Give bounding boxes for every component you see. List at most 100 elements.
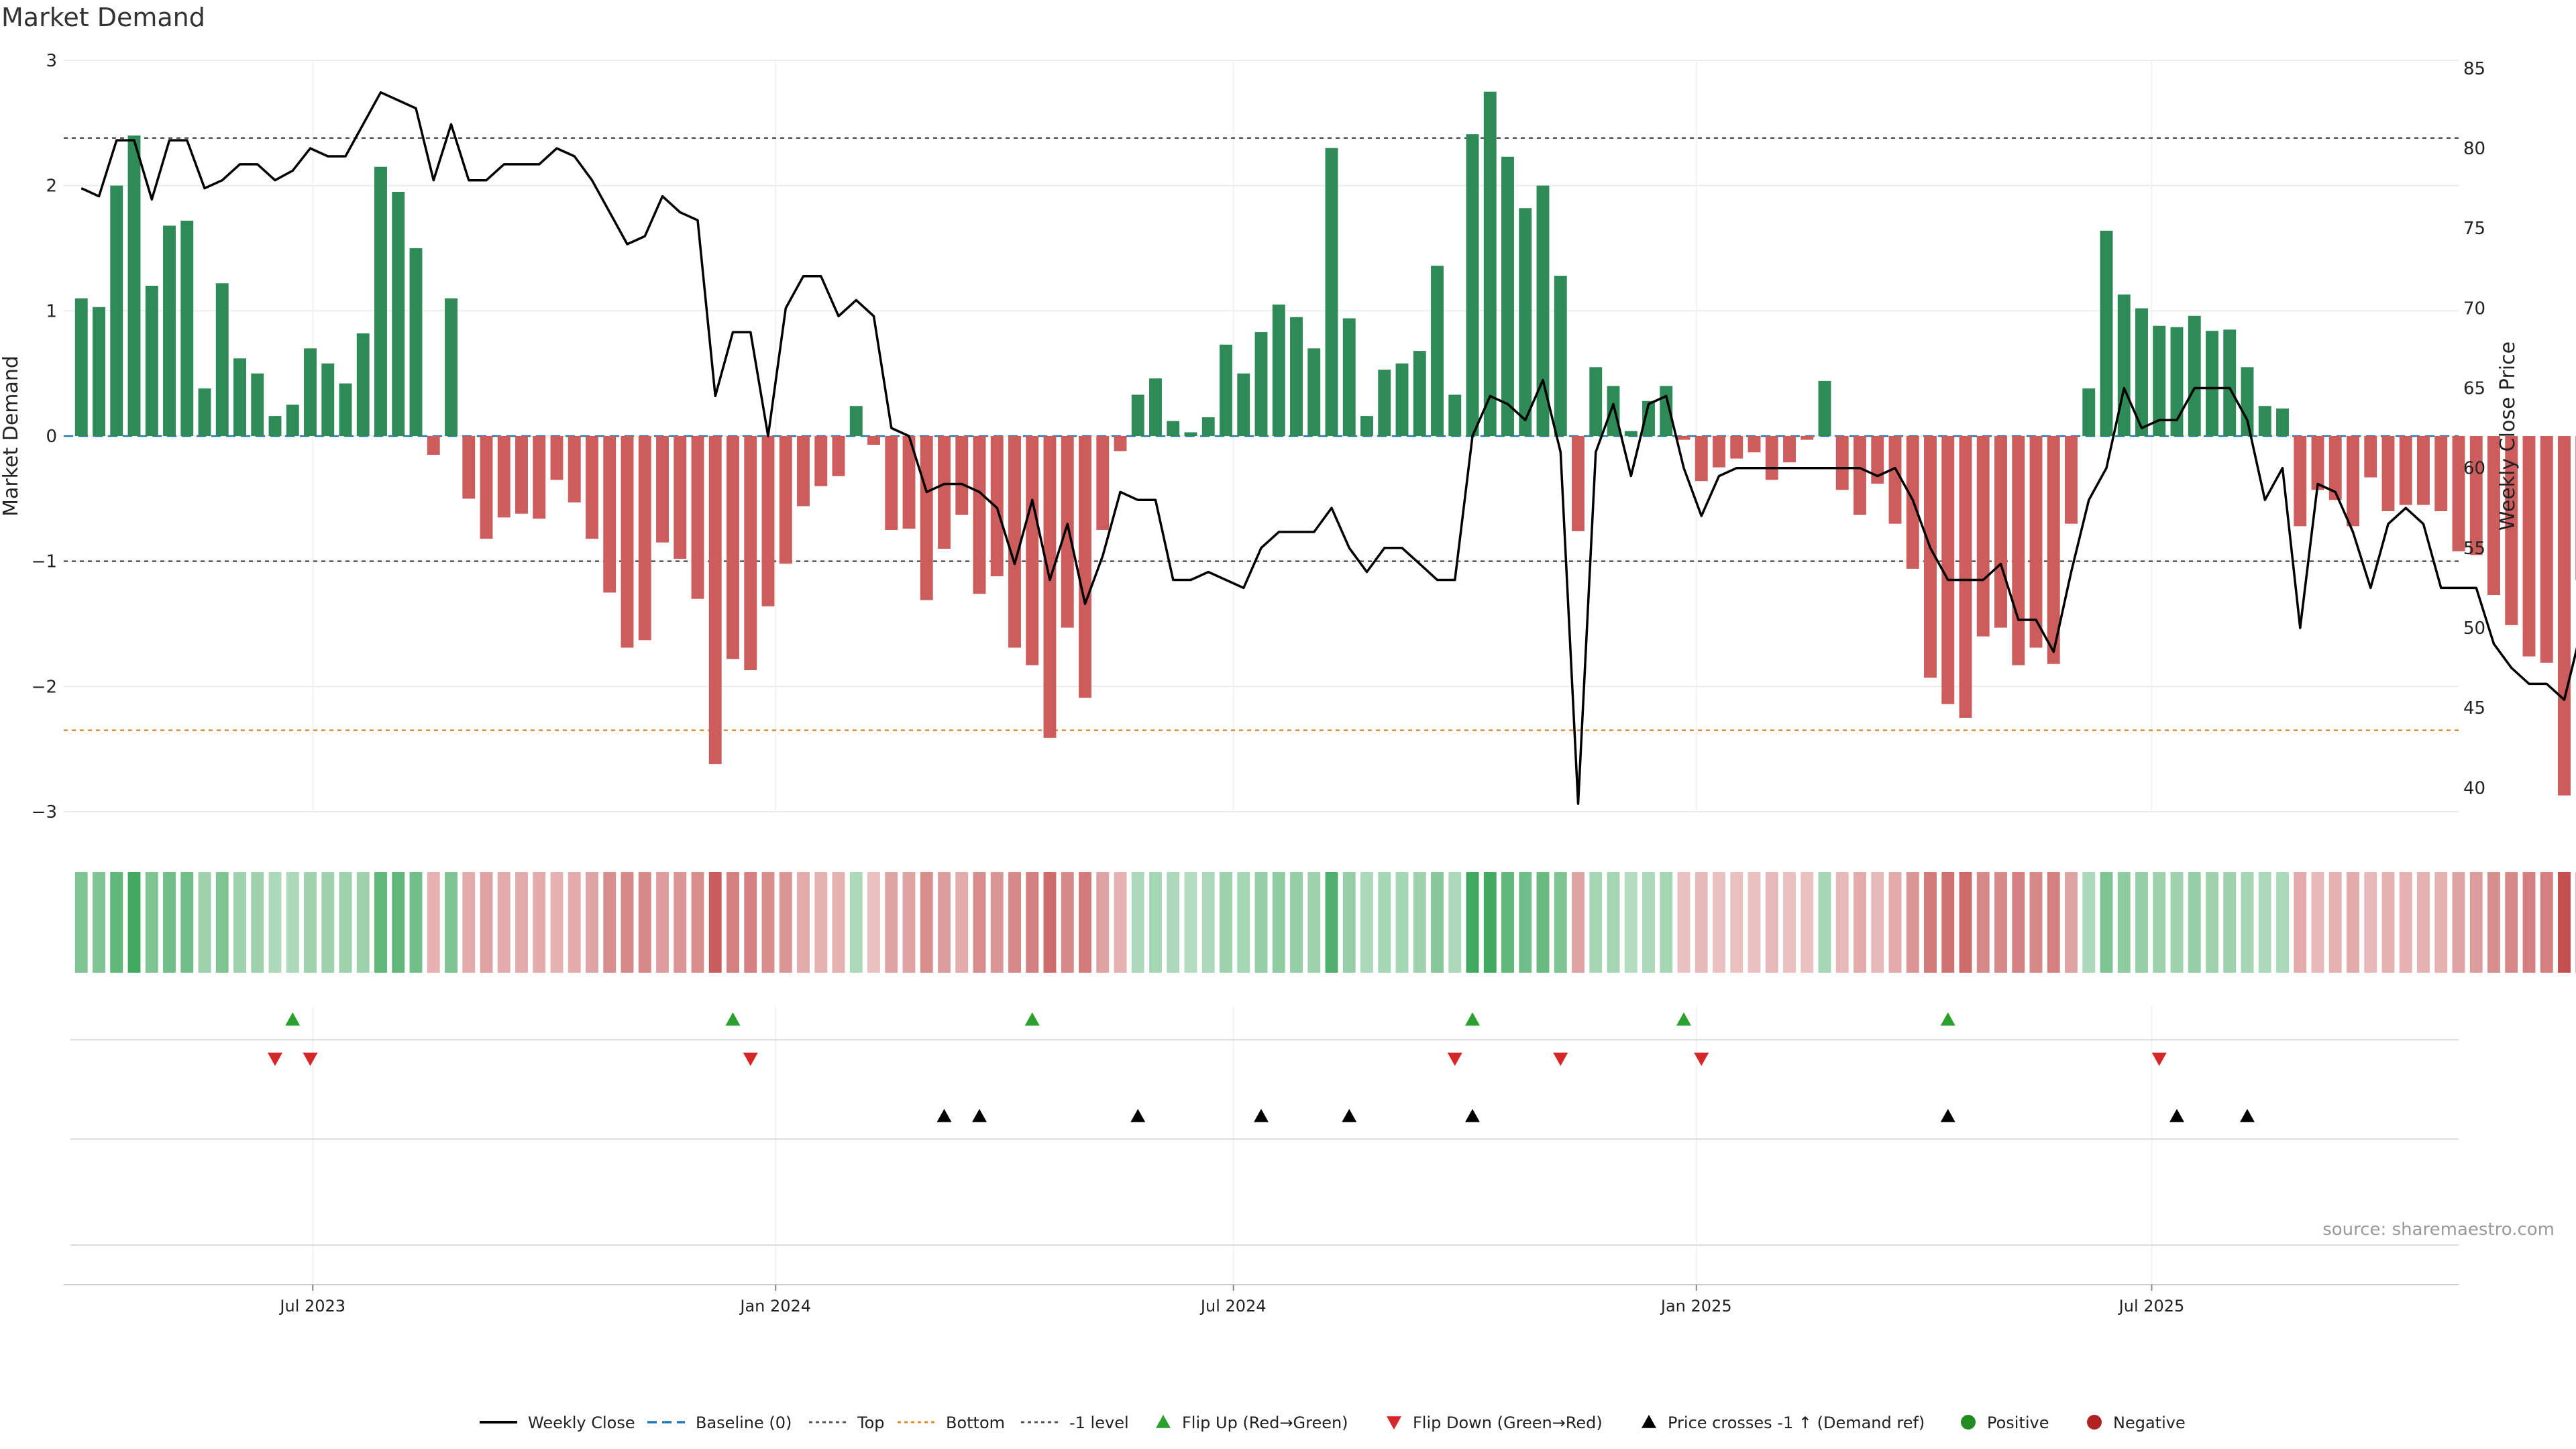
demand-bar-negative <box>462 436 476 499</box>
y2-tick-label: 65 <box>2463 379 2485 399</box>
demand-bar-positive <box>374 166 387 436</box>
strip-cell-negative <box>1061 872 1074 973</box>
strip-cell-positive <box>110 872 123 973</box>
strip-cell-positive <box>1167 872 1180 973</box>
demand-bar-negative <box>867 436 880 445</box>
strip-cell-positive <box>1342 872 1356 973</box>
strip-cell-positive <box>1290 872 1303 973</box>
legend-label: Bottom <box>946 1413 1005 1432</box>
price-cross-marker <box>2169 1109 2184 1122</box>
strip-cell-positive <box>409 872 423 973</box>
strip-cell-positive <box>1818 872 1831 973</box>
demand-bar-negative <box>674 436 687 559</box>
demand-bar-negative <box>779 436 792 564</box>
y-tick-label: 2 <box>46 176 57 197</box>
strip-cell-positive <box>1554 872 1567 973</box>
chart-title: Market Demand <box>1 3 205 32</box>
flip-up-marker <box>1024 1012 1040 1026</box>
demand-bar-positive <box>198 388 211 436</box>
demand-bar-negative <box>761 436 775 606</box>
strip-cell-positive <box>445 872 458 973</box>
strip-cell-negative <box>2434 872 2448 973</box>
demand-bar-negative <box>885 436 898 530</box>
y2-tick-label: 45 <box>2463 698 2485 718</box>
strip-cell-negative <box>1888 872 1902 973</box>
strip-cell-positive <box>1624 872 1638 973</box>
strip-cell-positive <box>145 872 158 973</box>
strip-cell-positive <box>1237 872 1250 973</box>
strip-cell-negative <box>691 872 704 973</box>
strip-cell-negative <box>1924 872 1937 973</box>
flip-down-marker <box>1694 1053 1709 1066</box>
strip-cell-negative <box>744 872 757 973</box>
demand-bar-negative <box>814 436 828 486</box>
y-tick-label: 0 <box>46 427 57 447</box>
demand-color-strip <box>74 872 2576 973</box>
strip-cell-positive <box>1466 872 1479 973</box>
strip-cell-positive <box>2206 872 2218 973</box>
demand-bar-negative <box>744 436 757 671</box>
x-tick-label: Jan 2025 <box>1660 1297 1732 1316</box>
demand-bar-positive <box>1589 367 1603 436</box>
strip-cell-negative <box>462 872 476 973</box>
strip-cell-positive <box>1413 872 1426 973</box>
demand-bar-negative <box>1043 436 1057 738</box>
demand-bar-positive <box>2170 327 2184 436</box>
strip-cell-negative <box>1572 872 1585 973</box>
strip-cell-negative <box>2540 872 2553 973</box>
demand-bar-negative <box>1713 436 1725 468</box>
demand-bar-positive <box>1342 318 1356 436</box>
strip-cell-negative <box>656 872 669 973</box>
y2-tick-label: 85 <box>2463 59 2485 79</box>
demand-bar-negative <box>1801 436 1814 440</box>
strip-cell-positive <box>1607 872 1620 973</box>
demand-bar-positive <box>1624 431 1638 436</box>
price-cross-marker <box>1254 1109 1269 1122</box>
flip-down-marker <box>2151 1053 2167 1066</box>
demand-bar-negative <box>2399 436 2412 505</box>
demand-bar-negative <box>1677 436 1690 440</box>
demand-bar-positive <box>93 307 105 436</box>
demand-bar-positive <box>1149 378 1162 436</box>
strip-cell-negative <box>832 872 845 973</box>
demand-bar-positive <box>1272 305 1285 436</box>
demand-bar-negative <box>902 436 916 529</box>
demand-bar-positive <box>268 416 282 436</box>
strip-cell-positive <box>1395 872 1409 973</box>
strip-cell-positive <box>849 872 863 973</box>
flip-up-marker <box>1676 1012 1691 1026</box>
strip-cell-negative <box>955 872 969 973</box>
y2-tick-label: 40 <box>2463 778 2485 798</box>
demand-bar-negative <box>727 436 739 659</box>
demand-bar-positive <box>2258 406 2271 436</box>
demand-bar-positive <box>2241 367 2254 436</box>
strip-cell-positive <box>1501 872 1514 973</box>
strip-cell-positive <box>2117 872 2131 973</box>
strip-cell-negative <box>2294 872 2307 973</box>
legend-label: Positive <box>1987 1413 2049 1432</box>
strip-cell-negative <box>727 872 739 973</box>
strip-cell-positive <box>1660 872 1673 973</box>
demand-bar-negative <box>832 436 845 476</box>
strip-cell-negative <box>1748 872 1761 973</box>
demand-bar-negative <box>2452 436 2465 551</box>
strip-cell-positive <box>93 872 105 973</box>
y2-tick-label: 60 <box>2463 459 2485 479</box>
y-tick-label: 3 <box>46 51 57 71</box>
strip-cell-negative <box>1801 872 1814 973</box>
y2-tick-label: 55 <box>2463 539 2485 559</box>
x-tick-label: Jul 2024 <box>1199 1297 1267 1316</box>
strip-cell-positive <box>2188 872 2201 973</box>
strip-cell-negative <box>814 872 828 973</box>
y-tick-label: −1 <box>32 552 57 572</box>
strip-cell-negative <box>1079 872 1091 973</box>
strip-cell-positive <box>1272 872 1285 973</box>
legend-label: Top <box>857 1413 885 1432</box>
demand-bar-positive <box>392 192 405 436</box>
demand-bar-positive <box>1483 91 1497 436</box>
demand-bar-negative <box>1854 436 1866 515</box>
strip-cell-negative <box>1114 872 1127 973</box>
strip-cell-negative <box>1835 872 1849 973</box>
y-tick-label: −2 <box>32 677 57 697</box>
